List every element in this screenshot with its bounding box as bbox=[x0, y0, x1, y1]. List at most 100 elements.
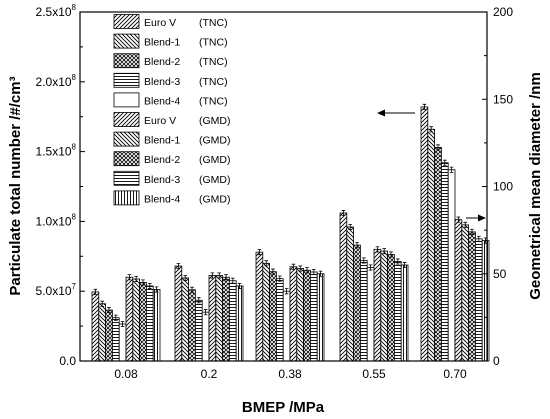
error-bar bbox=[355, 242, 359, 249]
legend-metric-label: (TNC) bbox=[199, 56, 228, 68]
right-tick-label: 0 bbox=[493, 354, 500, 368]
bar-gmd-blend-1-0-08 bbox=[132, 278, 141, 362]
error-bar bbox=[368, 264, 373, 271]
error-bar bbox=[284, 288, 289, 295]
error-bar bbox=[257, 249, 262, 256]
bar-gmd-blend-3-0-2 bbox=[228, 280, 237, 362]
bar-gmd-blend-4-0-2 bbox=[235, 285, 244, 362]
left-tick-label: 1.5x108 bbox=[36, 143, 77, 159]
error-bar bbox=[402, 262, 407, 269]
bar-gmd-blend-1-0-55 bbox=[380, 250, 388, 362]
error-bar bbox=[231, 277, 235, 284]
bar-gmd-blend-3-0-38 bbox=[309, 271, 318, 362]
legend-swatch-tnc-blend-3 bbox=[113, 72, 140, 88]
error-bar bbox=[217, 272, 221, 279]
bar-tnc-blend-3-0-38 bbox=[275, 278, 284, 362]
legend-metric-label: (GMD) bbox=[199, 154, 231, 166]
legend-swatch-gmd-blend-2 bbox=[113, 151, 140, 167]
error-bar bbox=[127, 274, 132, 281]
legend-label-gmd-blend-1: Blend-1 bbox=[144, 135, 180, 147]
bar-gmd-blend-2-0-2 bbox=[222, 276, 230, 362]
legend-swatch-tnc-blend-1 bbox=[113, 33, 140, 49]
bar-tnc-euro-v-0-70 bbox=[420, 106, 429, 362]
legend-metric-label: (TNC) bbox=[199, 37, 228, 49]
error-bar bbox=[362, 257, 366, 264]
bar-gmd-blend-2-0-70 bbox=[468, 231, 476, 362]
bar-tnc-blend-1-0-55 bbox=[346, 226, 354, 362]
bar-tnc-blend-4-0-38 bbox=[282, 290, 291, 362]
error-bar bbox=[120, 321, 125, 328]
error-bar bbox=[305, 267, 309, 274]
legend-label-tnc-blend-2: Blend-2 bbox=[144, 56, 180, 68]
error-bar bbox=[449, 166, 454, 173]
bar-tnc-blend-1-0-08 bbox=[98, 303, 107, 362]
right-tick-label: 50 bbox=[493, 267, 507, 281]
error-bar bbox=[298, 265, 302, 272]
bar-gmd-blend-4-0-38 bbox=[316, 273, 325, 362]
bar-gmd-blend-3-0-70 bbox=[474, 238, 483, 362]
bar-tnc-blend-4-0-2 bbox=[201, 311, 210, 362]
legend-swatch-tnc-blend-2 bbox=[113, 53, 140, 69]
bar-gmd-blend-1-0-70 bbox=[461, 224, 469, 362]
bar-tnc-blend-3-0-55 bbox=[359, 260, 368, 362]
left-tick-label: 2.0x108 bbox=[36, 73, 77, 89]
bar-tnc-blend-4-0-08 bbox=[118, 323, 127, 362]
bar-gmd-blend-3-0-55 bbox=[393, 261, 402, 362]
error-bar bbox=[291, 263, 296, 270]
left-tick-label: 1.0x108 bbox=[36, 212, 77, 228]
legend-metric-label: (GMD) bbox=[199, 174, 231, 186]
error-bar bbox=[422, 103, 427, 110]
error-bar bbox=[190, 286, 194, 293]
legend-metric-label: (TNC) bbox=[199, 76, 228, 88]
bar-tnc-blend-1-0-70 bbox=[427, 128, 435, 362]
legend-swatch-gmd-blend-1 bbox=[113, 131, 140, 147]
right-tick-label: 200 bbox=[493, 5, 513, 19]
legend-label-tnc-blend-4: Blend-4 bbox=[144, 95, 180, 107]
bar-gmd-blend-1-0-2 bbox=[215, 275, 224, 362]
legend-swatch-tnc-euro-v bbox=[113, 14, 140, 29]
error-bar bbox=[271, 268, 275, 275]
error-bar bbox=[470, 228, 474, 235]
error-bar bbox=[264, 260, 268, 267]
error-bar bbox=[107, 307, 111, 314]
arrow-annotation-left bbox=[377, 109, 415, 117]
error-bar bbox=[318, 270, 323, 277]
error-bar bbox=[237, 282, 242, 289]
legend-swatch-gmd-blend-3 bbox=[113, 170, 140, 186]
bar-tnc-blend-3-0-2 bbox=[194, 299, 203, 362]
legend-swatch-gmd-euro-v bbox=[113, 112, 140, 127]
x-tick-label: 0.38 bbox=[278, 367, 302, 381]
legend-label-gmd-euro-v: Euro V bbox=[144, 115, 176, 127]
legend-label-tnc-blend-1: Blend-1 bbox=[144, 37, 180, 49]
error-bar bbox=[134, 275, 138, 282]
bar-tnc-blend-3-0-70 bbox=[440, 162, 449, 362]
bar-gmd-blend-4-0-55 bbox=[400, 264, 409, 362]
bar-tnc-blend-2-0-70 bbox=[434, 147, 442, 362]
bar-tnc-blend-2-0-55 bbox=[353, 244, 361, 362]
legend: Euro V (TNC) Blend-1 (TNC) Blend-2 (TNC) Blend… bbox=[113, 14, 231, 205]
error-bar bbox=[456, 216, 461, 223]
bar-tnc-blend-4-0-55 bbox=[366, 267, 375, 362]
x-tick-label: 0.70 bbox=[443, 367, 467, 381]
error-bar bbox=[429, 126, 433, 133]
bar-tnc-blend-4-0-70 bbox=[447, 169, 456, 362]
error-bar bbox=[141, 279, 145, 286]
bar-tnc-blend-1-0-38 bbox=[262, 262, 270, 362]
bar-gmd-blend-1-0-38 bbox=[296, 268, 304, 362]
legend-metric-label: (GMD) bbox=[199, 115, 231, 127]
arrow-annotation-right bbox=[466, 214, 486, 222]
left-tick-label: 0.0 bbox=[59, 354, 76, 368]
error-bar bbox=[278, 275, 282, 282]
bar-tnc-blend-3-0-08 bbox=[112, 317, 120, 362]
bar-gmd-euro-v-0-08 bbox=[125, 276, 134, 362]
error-bar bbox=[148, 282, 152, 289]
legend-label-tnc-blend-3: Blend-3 bbox=[144, 76, 180, 88]
bar-gmd-blend-4-0-08 bbox=[152, 289, 161, 362]
error-bar bbox=[396, 258, 400, 265]
error-bar bbox=[341, 210, 346, 217]
bar-tnc-blend-1-0-2 bbox=[181, 277, 190, 362]
bar-gmd-euro-v-0-70 bbox=[454, 219, 463, 362]
error-bar bbox=[176, 263, 181, 270]
right-tick-label: 150 bbox=[493, 92, 513, 106]
